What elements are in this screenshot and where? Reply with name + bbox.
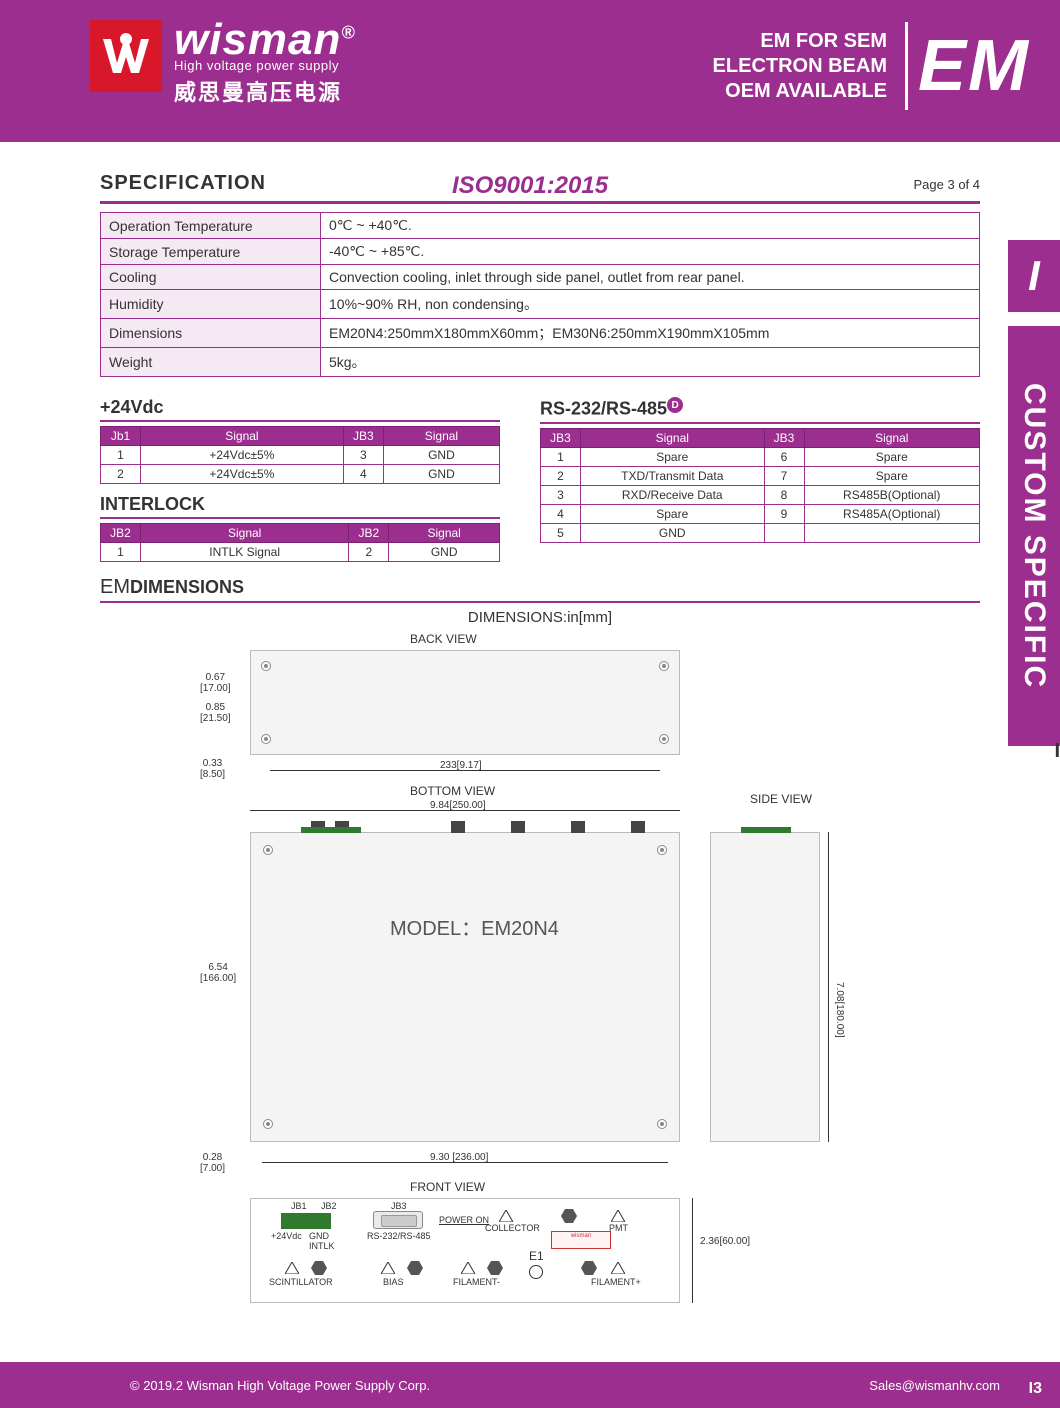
footer: © 2019.2 Wisman High Voltage Power Suppl… bbox=[0, 1362, 1060, 1408]
hdr-line-3: OEM AVAILABLE bbox=[713, 79, 887, 104]
footer-page: I3 bbox=[1029, 1380, 1042, 1398]
table-intlk: JB2Signal JB2Signal 1INTLK Signal2GND bbox=[100, 523, 500, 562]
front-view-label: FRONT VIEW bbox=[410, 1180, 485, 1194]
table-rs-title: RS-232/RS-485D bbox=[540, 397, 980, 420]
side-view-label: SIDE VIEW bbox=[750, 792, 812, 806]
back-view-box bbox=[250, 650, 680, 755]
table-row: 1INTLK Signal2GND bbox=[101, 543, 500, 562]
model-label: MODEL：EM20N4 bbox=[390, 912, 559, 941]
spec-table: Operation Temperature0℃ ~ +40℃. Storage … bbox=[100, 212, 980, 377]
header: wisman® High voltage power supply 威思曼高压电… bbox=[0, 0, 1060, 142]
table-row: 2+24Vdc±5%4GND bbox=[101, 465, 500, 484]
iso-badge: ISO9001:2015 bbox=[452, 172, 608, 200]
header-right: EM FOR SEM ELECTRON BEAM OEM AVAILABLE E… bbox=[713, 22, 1030, 110]
table-intlk-title: INTERLOCK bbox=[100, 494, 500, 515]
table-row: CoolingConvection cooling, inlet through… bbox=[101, 265, 980, 290]
bottom-view-label: BOTTOM VIEW bbox=[410, 784, 495, 798]
db9-icon bbox=[373, 1211, 423, 1229]
hdr-line-1: EM FOR SEM bbox=[713, 29, 887, 54]
table-rs: JB3Signal JB3Signal 1Spare6Spare 2TXD/Tr… bbox=[540, 428, 980, 543]
dimensions-title: EMDIMENSIONS bbox=[100, 576, 980, 599]
brand-name: wisman® bbox=[174, 20, 356, 60]
table-row: 2TXD/Transmit Data7Spare bbox=[541, 466, 980, 485]
table-row: Dimensions EM20N4:250mmX180mmX60mm；EM30N… bbox=[101, 319, 980, 348]
tagline-en: High voltage power supply bbox=[174, 58, 356, 73]
dim-caption: DIMENSIONS:in[mm] bbox=[100, 609, 980, 626]
page-number: Page 3 of 4 bbox=[914, 177, 981, 192]
logo-block: wisman® High voltage power supply 威思曼高压电… bbox=[0, 0, 356, 142]
back-view-label: BACK VIEW bbox=[410, 632, 477, 646]
side-view-box bbox=[710, 832, 820, 1142]
logo-icon bbox=[90, 20, 162, 92]
tagline-cn: 威思曼高压电源 bbox=[174, 75, 356, 107]
table-row: 4Spare9RS485A(Optional) bbox=[541, 504, 980, 523]
table-row: 3RXD/Receive Data8RS485B(Optional) bbox=[541, 485, 980, 504]
table-row: 1+24Vdc±5%3GND bbox=[101, 446, 500, 465]
ground-icon bbox=[529, 1265, 543, 1279]
sales-email: Sales@wismanhv.com bbox=[869, 1378, 1000, 1393]
copyright: © 2019.2 Wisman High Voltage Power Suppl… bbox=[130, 1378, 430, 1393]
header-badge: EM bbox=[918, 25, 1030, 107]
table-row: Operation Temperature0℃ ~ +40℃. bbox=[101, 213, 980, 239]
table-row: Weight5kg。 bbox=[101, 348, 980, 377]
table-24v: Jb1Signal JB3Signal 1+24Vdc±5%3GND 2+24V… bbox=[100, 426, 500, 484]
section-title: SPECIFICATION bbox=[100, 172, 266, 195]
front-view-box: JB1 JB2 +24Vdc GND INTLK JB3 RS-232/RS-4… bbox=[250, 1198, 680, 1303]
table-row: Storage Temperature-40℃ ~ +85℃. bbox=[101, 239, 980, 265]
wisman-sticker-icon: wisman bbox=[551, 1231, 611, 1249]
table-row: 5GND bbox=[541, 523, 980, 542]
table-row: 1Spare6Spare bbox=[541, 447, 980, 466]
bottom-view-box bbox=[250, 832, 680, 1142]
table-row: Humidity10%~90% RH, non condensing。 bbox=[101, 290, 980, 319]
hdr-line-2: ELECTRON BEAM bbox=[713, 54, 887, 79]
dimension-diagram: BACK VIEW 0.67 [17.00] 0.85 [21.50] 0.33… bbox=[110, 632, 970, 1352]
table-24v-title: +24Vdc bbox=[100, 397, 500, 418]
